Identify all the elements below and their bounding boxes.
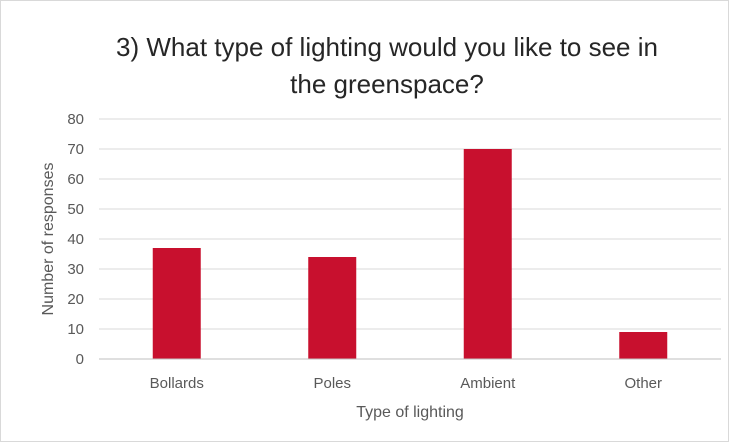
x-tick-label: Ambient [460, 375, 516, 392]
y-tick-label: 60 [67, 171, 84, 188]
y-tick-label: 20 [67, 291, 84, 308]
y-tick-label: 0 [76, 351, 84, 368]
y-tick-label: 70 [67, 141, 84, 158]
gridlines [99, 118, 721, 330]
x-axis-ticks: Bollards Poles Ambient Other [150, 375, 662, 392]
x-tick-label: Poles [313, 375, 351, 392]
bars [152, 149, 668, 359]
bar-ambient [463, 149, 512, 359]
chart-title-line-2: the greenspace? [290, 69, 484, 99]
y-tick-label: 40 [67, 231, 84, 248]
bar-bollards [152, 248, 201, 359]
y-tick-label: 50 [67, 201, 84, 218]
bar-poles [308, 257, 357, 359]
y-tick-label: 80 [67, 111, 84, 128]
y-tick-label: 10 [67, 321, 84, 338]
x-tick-label: Other [624, 375, 662, 392]
x-tick-label: Bollards [150, 375, 204, 392]
y-axis-ticks: 0 10 20 30 40 50 60 70 80 [67, 111, 84, 368]
y-axis-title: Number of responses [40, 163, 57, 316]
bar-other [619, 332, 668, 359]
chart-title-line-1: 3) What type of lighting would you like … [116, 32, 658, 62]
x-axis-title: Type of lighting [356, 404, 464, 421]
y-tick-label: 30 [67, 261, 84, 278]
